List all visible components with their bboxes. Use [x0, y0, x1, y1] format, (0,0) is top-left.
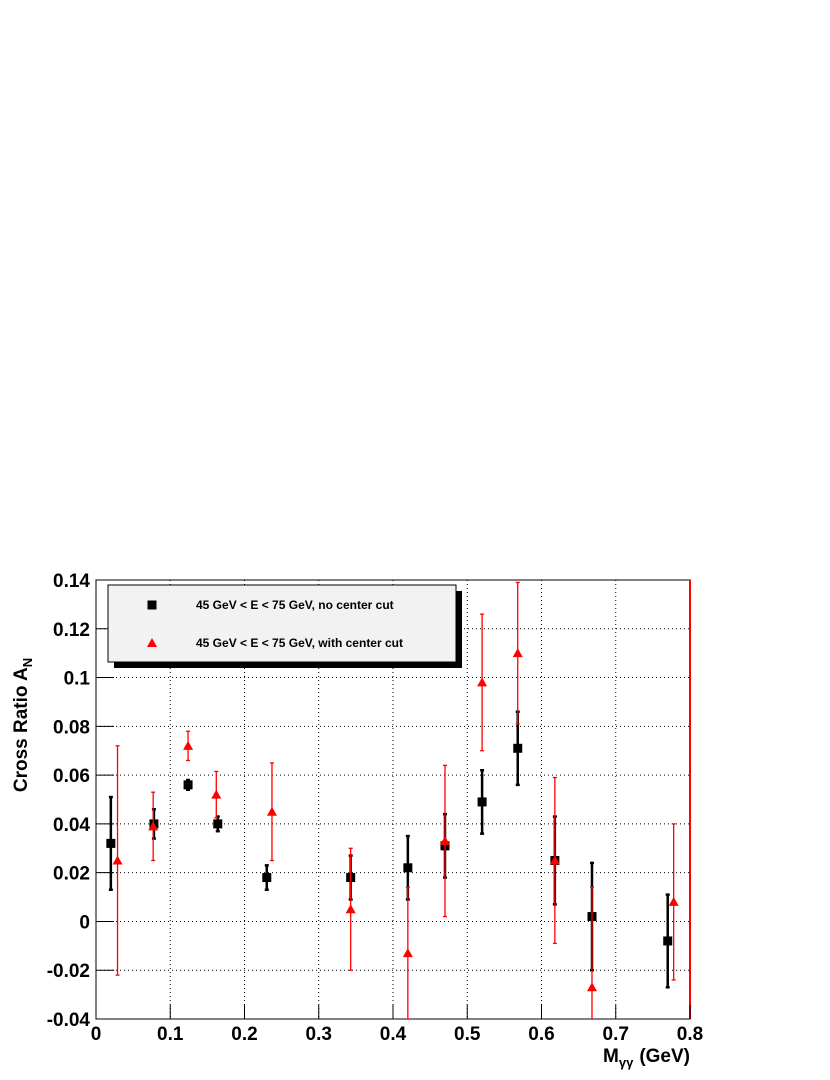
- y-tick-label: 0.14: [53, 571, 90, 592]
- point: [663, 936, 673, 946]
- point: [477, 797, 487, 807]
- point: [549, 855, 560, 865]
- y-tick-label: -0.04: [47, 1010, 91, 1031]
- y-tick-label: -0.02: [47, 961, 90, 982]
- y-tick-label: 0.12: [53, 620, 90, 641]
- point: [147, 600, 157, 610]
- marks: [106, 581, 679, 1019]
- y-label-main: Cross Ratio A: [11, 667, 32, 792]
- point: [262, 873, 272, 883]
- point: [477, 677, 488, 687]
- point: [211, 789, 222, 799]
- point: [112, 855, 123, 865]
- x-label-sub: γγ: [619, 1055, 634, 1070]
- point: [266, 806, 277, 816]
- point: [106, 838, 116, 848]
- y-tick-label: 0.02: [53, 864, 90, 885]
- x-tick-label: 0.8: [677, 1024, 703, 1045]
- point: [403, 863, 413, 873]
- point: [402, 948, 413, 958]
- y-tick-label: 0.08: [53, 717, 90, 738]
- point: [213, 819, 223, 829]
- point: [512, 648, 523, 658]
- point: [147, 638, 157, 647]
- y-axis-label: Cross Ratio AN: [11, 658, 35, 792]
- legend-label: 45 GeV < E < 75 GeV, no center cut: [196, 598, 394, 612]
- point: [439, 835, 450, 845]
- x-tick-label: 0.4: [380, 1024, 407, 1045]
- x-tick-label: 0: [91, 1024, 102, 1045]
- y-label-sub: N: [20, 658, 35, 667]
- y-tick-label: 0: [79, 912, 90, 933]
- y-tick-label: 0.04: [53, 815, 90, 836]
- x-tick-label: 0.2: [231, 1024, 257, 1045]
- x-tick-label: 0.7: [603, 1024, 629, 1045]
- x-label-main: M: [603, 1046, 619, 1067]
- legend-box: [107, 584, 457, 663]
- legend-label: 45 GeV < E < 75 GeV, with center cut: [196, 636, 403, 650]
- x-axis-label: Mγγ (GeV): [603, 1046, 690, 1070]
- point: [513, 743, 523, 753]
- x-tick-label: 0.3: [306, 1024, 332, 1045]
- point: [586, 982, 597, 992]
- point: [668, 896, 679, 906]
- point: [183, 780, 193, 790]
- point: [183, 740, 194, 750]
- x-tick-label: 0.1: [157, 1024, 184, 1045]
- x-tick-label: 0.5: [454, 1024, 481, 1045]
- x-tick-label: 0.6: [528, 1024, 554, 1045]
- y-tick-label: 0.1: [64, 669, 91, 690]
- point: [345, 904, 356, 914]
- point: [148, 821, 159, 831]
- legend: 45 GeV < E < 75 GeV, no center cut 45 GeV…: [107, 584, 462, 668]
- x-label-unit: (GeV): [639, 1046, 690, 1067]
- ticks: 0 0.1 0.2 0.3 0.4 0.5 0.6 0.7 0.8 -0.04 -0.02 0 0.02…: [47, 571, 704, 1045]
- y-tick-label: 0.06: [53, 766, 90, 787]
